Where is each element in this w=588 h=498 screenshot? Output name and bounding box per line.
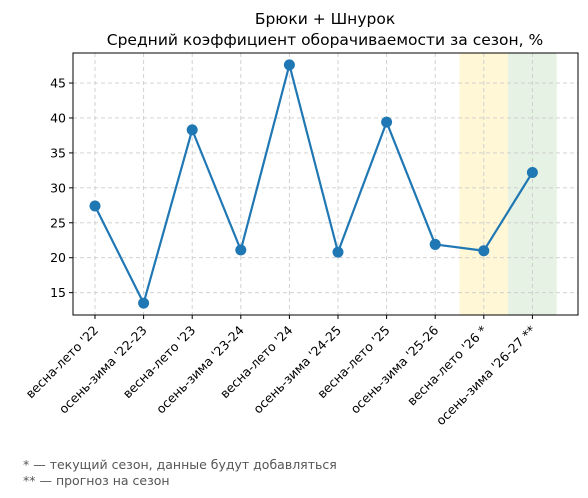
x-tick-label-3: осень-зима '23-24 xyxy=(153,322,247,416)
y-tick-label-3: 30 xyxy=(50,180,66,195)
chart-title: Брюки + Шнурок xyxy=(255,10,395,28)
data-point-9 xyxy=(526,166,538,178)
footnote-forecast: ** — прогноз на сезон xyxy=(23,473,170,488)
series-line-0 xyxy=(94,63,534,305)
plot-frame xyxy=(72,52,579,316)
highlight-band-1 xyxy=(508,53,557,315)
data-point-1 xyxy=(138,297,150,309)
data-point-2 xyxy=(186,124,198,136)
y-tick-label-0: 15 xyxy=(50,285,66,300)
x-tick-label-5: осень-зима '24-25 xyxy=(250,323,344,417)
data-point-4 xyxy=(283,59,295,71)
footnote-current-season: * — текущий сезон, данные будут добавлят… xyxy=(23,457,337,472)
y-tick-label-1: 20 xyxy=(50,250,66,265)
data-point-3 xyxy=(235,244,247,256)
chart-subtitle: Средний коэффициент оборачиваемости за с… xyxy=(107,31,543,49)
data-point-5 xyxy=(332,246,344,258)
data-point-6 xyxy=(381,116,393,128)
data-point-0 xyxy=(89,200,101,212)
x-tick-label-7: осень-зима '25-26 xyxy=(347,322,441,416)
highlight-band-0 xyxy=(459,53,509,315)
x-tick-label-9: осень-зима '26-27 ** xyxy=(433,323,539,429)
x-tick-label-1: осень-зима '22-23 xyxy=(56,323,150,417)
y-tick-label-5: 40 xyxy=(50,110,66,125)
y-tick-label-2: 25 xyxy=(50,215,66,230)
data-point-8 xyxy=(478,245,490,257)
data-point-7 xyxy=(429,238,441,250)
y-tick-label-4: 35 xyxy=(50,145,66,160)
y-tick-label-6: 45 xyxy=(50,76,66,91)
